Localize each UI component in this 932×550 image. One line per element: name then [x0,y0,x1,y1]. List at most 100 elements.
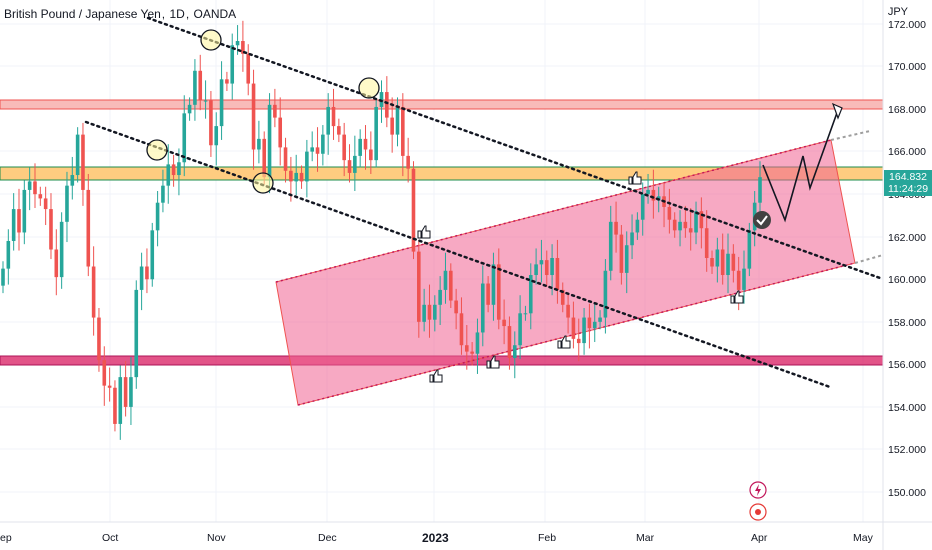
candle-body [379,92,384,107]
price-tick-label: 162.000 [888,232,926,244]
candle-body [65,185,69,222]
candle-body [624,245,629,273]
candle-body [262,138,267,178]
candle-body [417,251,421,322]
upper-descending-trendline[interactable] [146,16,882,280]
last-price-tag: 164.832 11:24:29 [884,170,932,196]
thumbs-up-icon [730,290,744,304]
time-tick-label: May [853,532,874,544]
time-tick-label: Dec [318,532,337,544]
candle-body [603,270,608,318]
projected-path-arrowhead [831,102,843,120]
lightning-icon[interactable] [749,481,767,499]
candle-body [214,126,219,146]
thumbs-up-icon [417,225,431,239]
thumbs-up-icon [429,369,443,383]
candle-body [747,230,752,269]
candle-body [102,360,107,386]
candle-body [81,134,85,190]
candle-body [11,209,16,241]
candle-body [694,211,698,233]
candle-body [331,106,336,127]
resistance-zone[interactable] [0,99,884,110]
candle-body [294,172,299,182]
record-icon[interactable] [749,503,767,521]
candle-body [59,221,64,278]
checkmark-circle-icon [753,211,771,229]
candle-body [273,104,277,118]
candle-body [155,202,160,231]
candle-body [678,221,682,231]
candle-body [289,170,293,182]
channel-bottom-extension [854,254,884,264]
projected-path[interactable] [762,109,839,223]
candle-body [592,321,597,329]
candle-body [443,270,448,290]
channel-top-extension [830,130,871,141]
candle-body [438,289,442,305]
thumbs-up-markers [417,171,744,383]
candle-body [86,189,91,267]
candle-body [550,258,554,276]
candle-body [70,175,75,186]
candle-body [598,317,602,322]
candle-body [518,313,522,346]
candle-body [587,317,592,329]
candle-body [640,194,645,220]
candle-body [278,117,283,148]
candle-body [459,313,464,346]
candle-body [235,41,240,46]
candle-body [369,149,373,161]
exchange-label: OANDA [193,7,237,21]
candle-body [427,304,432,320]
candle-body [528,275,533,314]
candle-body [720,249,725,276]
interval-label[interactable]: 1D [169,7,185,21]
candle-body [571,317,576,339]
symbol-name[interactable]: British Pound / Japanese Yen [4,7,161,21]
candle-body [646,189,650,195]
touch-circle [146,139,168,161]
time-axis[interactable]: ep Oct Nov Dec 2023 Feb Mar Apr May [0,531,874,545]
candle-body [704,228,709,258]
candle-body [683,221,688,229]
channel-bottom-dotted [297,262,856,406]
candle-body [241,41,245,54]
touch-circle [358,77,380,99]
candle-body [667,206,672,220]
candle-body [267,104,272,178]
candle-body [523,313,528,315]
candle-body [512,345,517,358]
candle-body [139,266,144,290]
candle-body [390,117,394,135]
time-tick-label: Oct [102,532,118,544]
price-tick-label: 158.000 [888,317,926,329]
candle-body [321,134,325,154]
candle-body [726,253,730,276]
candle-body [182,113,187,163]
price-tick-label: 152.000 [888,444,926,456]
candle-body [736,270,741,290]
candle-body [731,253,736,271]
price-axis[interactable]: 172.000 170.000 168.000 166.000 164.000 … [888,19,926,499]
candle-body [496,264,501,320]
time-tick-label: 2023 [422,531,449,545]
currency-unit[interactable]: JPY [887,6,908,18]
candle-body [219,79,224,127]
candle-body [123,377,128,407]
candle-body [672,219,677,231]
candle-body [230,45,235,84]
candle-body [619,234,624,273]
time-tick-label: Mar [636,532,655,544]
candle-body [475,332,480,354]
lower-descending-trendline[interactable] [84,120,832,389]
candle-body [470,351,474,354]
candle-body [177,162,181,176]
chart-header: British Pound / Japanese Yen, 1D, OANDA [4,7,237,21]
candle-body [310,147,314,152]
bar-countdown: 11:24:29 [887,183,929,195]
candle-body [507,326,512,358]
candle-body [33,181,37,195]
candle-body [342,134,346,161]
